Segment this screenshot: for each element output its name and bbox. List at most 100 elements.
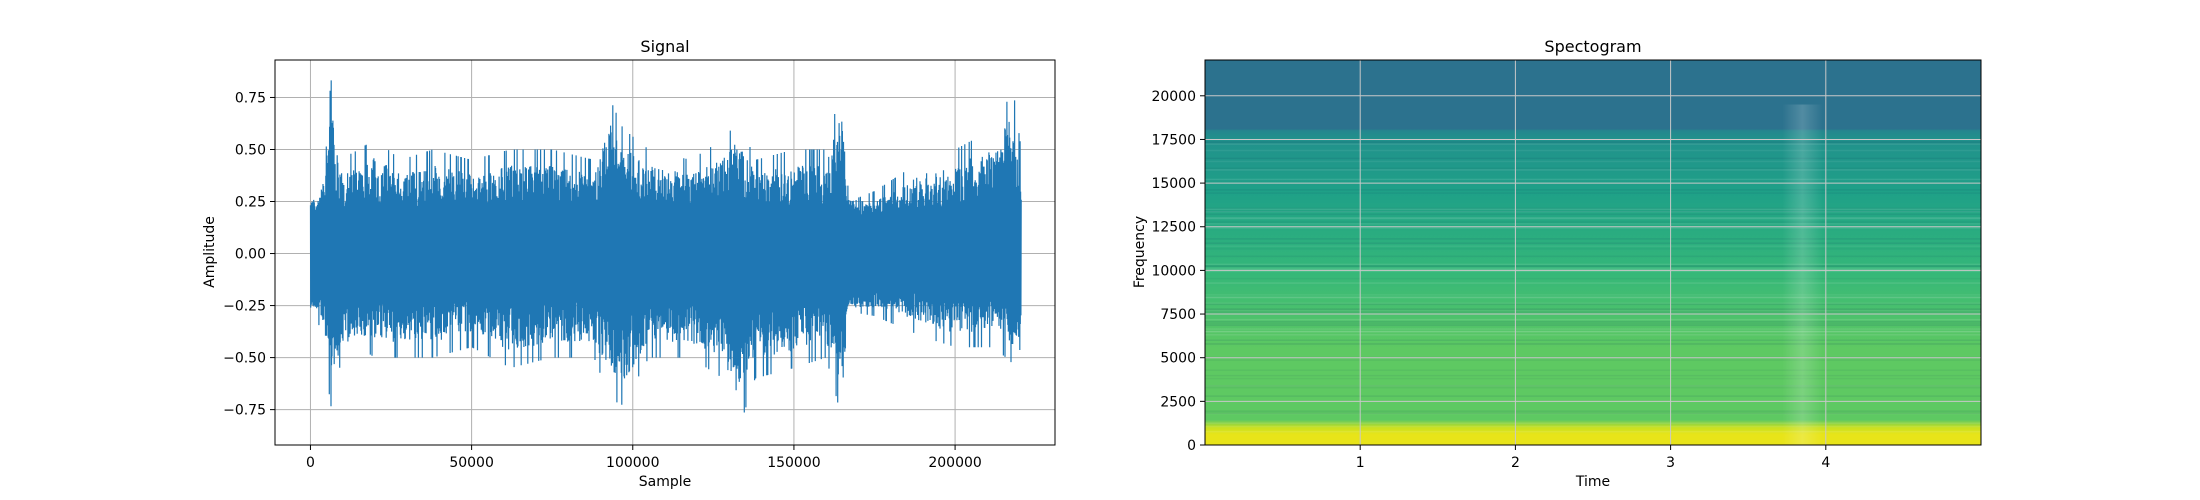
spectrogram-y-tick-label: 0	[1187, 438, 1196, 454]
spectrogram-streak	[1205, 296, 1981, 298]
spectrogram-streak	[1205, 374, 1981, 377]
spectrogram-streak	[1205, 178, 1981, 181]
spectrogram-streak	[1205, 385, 1981, 387]
spectrogram-streak	[1205, 141, 1981, 144]
signal-y-tick-label: 0.25	[235, 195, 266, 211]
signal-y-tick-label: 0.00	[235, 247, 266, 263]
signal-x-tick-label: 0	[306, 455, 315, 471]
spectrogram-texture	[1205, 104, 1981, 446]
spectrogram-plot-frame	[1204, 59, 1982, 446]
spectrogram-streak	[1205, 208, 1981, 210]
spectrogram-streak	[1205, 412, 1981, 414]
spectrogram-streak	[1205, 324, 1981, 327]
spectrogram-image	[1205, 60, 1981, 445]
spectrogram-y-tick-label: 12500	[1151, 220, 1196, 236]
signal-x-label: Sample	[639, 474, 692, 490]
spectrogram-streak	[1205, 238, 1981, 240]
spectrogram-streak	[1205, 296, 1981, 299]
spectrogram-streak	[1205, 412, 1981, 415]
spectrogram-chart: 1 2 3 4 0 2500 5000 7500 10000 12500 15000 17500 20…	[1132, 37, 1982, 490]
spectrogram-streak	[1205, 322, 1981, 325]
spectrogram-x-tick-label: 2	[1511, 455, 1520, 471]
signal-x-ticks: 0 50000 100000 150000 200000	[306, 445, 982, 471]
signal-y-ticks: 0.75 0.50 0.25 0.00 −0.25 −0.50 −0.75	[223, 90, 275, 419]
spectrogram-streak	[1205, 255, 1981, 258]
spectrogram-streak	[1205, 213, 1981, 216]
spectrogram-x-tick-label: 1	[1356, 455, 1365, 471]
spectrogram-streak	[1205, 169, 1981, 171]
spectrogram-x-tick-label: 4	[1821, 455, 1830, 471]
spectrogram-y-tick-label: 7500	[1160, 307, 1196, 323]
spectrogram-streak	[1205, 227, 1981, 229]
signal-chart: 0 50000 100000 150000 200000 0.75 0.50 0.25 0.0…	[202, 37, 1056, 490]
signal-y-tick-label: −0.25	[223, 299, 266, 315]
spectrogram-streak	[1205, 328, 1981, 330]
spectrogram-streak	[1205, 320, 1981, 323]
spectrogram-streak	[1205, 308, 1981, 310]
spectrogram-streak	[1205, 143, 1981, 145]
signal-title: Signal	[640, 37, 689, 56]
spectrogram-y-tick-label: 2500	[1160, 394, 1196, 410]
spectrogram-x-ticks: 1 2 3 4	[1356, 445, 1830, 471]
spectrogram-streak	[1205, 140, 1981, 143]
spectrogram-streak	[1205, 265, 1981, 268]
spectrogram-streak	[1205, 192, 1981, 194]
spectrogram-streak	[1205, 189, 1981, 191]
spectrogram-streak	[1205, 294, 1981, 296]
spectrogram-streak	[1205, 377, 1981, 380]
signal-plot-frame	[274, 59, 1056, 446]
spectrogram-streak	[1205, 157, 1981, 160]
spectrogram-streak	[1205, 387, 1981, 389]
spectrogram-streak	[1205, 248, 1981, 250]
spectrogram-y-tick-label: 5000	[1160, 351, 1196, 367]
spectrogram-y-tick-label: 15000	[1151, 176, 1196, 192]
spectrogram-streak	[1205, 263, 1981, 266]
spectrogram-streak	[1205, 303, 1981, 306]
spectrogram-streak	[1205, 343, 1981, 345]
spectrogram-streak	[1205, 216, 1981, 219]
spectrogram-streak	[1205, 223, 1981, 225]
signal-y-tick-label: −0.50	[223, 351, 266, 367]
spectrogram-y-tick-label: 20000	[1151, 89, 1196, 105]
spectrogram-streak	[1205, 385, 1981, 387]
spectrogram-streak	[1205, 277, 1981, 280]
spectrogram-streak	[1205, 330, 1981, 333]
signal-y-label: Amplitude	[202, 216, 218, 288]
spectrogram-y-tick-label: 10000	[1151, 263, 1196, 279]
spectrogram-streak	[1205, 210, 1981, 213]
spectrogram-streak	[1205, 267, 1981, 269]
spectrogram-streak	[1205, 311, 1981, 314]
spectrogram-streak	[1205, 160, 1981, 163]
spectrogram-streak	[1205, 217, 1981, 220]
spectrogram-streak	[1205, 265, 1981, 267]
signal-trace	[309, 80, 1022, 413]
spectrogram-streak	[1205, 318, 1981, 321]
spectrogram-streak	[1205, 339, 1981, 342]
spectrogram-streak	[1205, 149, 1981, 152]
spectrogram-streak	[1205, 207, 1981, 210]
signal-x-tick-label: 200000	[928, 455, 981, 471]
spectrogram-streak	[1205, 309, 1981, 312]
spectrogram-streak	[1205, 369, 1981, 371]
spectrogram-streak	[1205, 282, 1981, 284]
spectrogram-streak	[1205, 167, 1981, 170]
signal-waveform-line	[309, 80, 1022, 413]
spectrogram-streak	[1205, 422, 1981, 424]
signal-x-tick-label: 100000	[606, 455, 659, 471]
spectrogram-streak	[1205, 410, 1981, 412]
spectrogram-burst	[1782, 104, 1823, 446]
spectrogram-streak	[1205, 334, 1981, 336]
spectrogram-streak	[1205, 268, 1981, 271]
spectrogram-streak	[1205, 302, 1981, 304]
spectrogram-streak	[1205, 270, 1981, 273]
spectrogram-streak	[1205, 210, 1981, 213]
spectrogram-x-tick-label: 3	[1666, 455, 1675, 471]
signal-y-tick-label: −0.75	[223, 403, 266, 419]
spectrogram-y-label: Frequency	[1132, 216, 1148, 288]
spectrogram-streak	[1205, 308, 1981, 311]
spectrogram-streak	[1205, 310, 1981, 313]
spectrogram-streak	[1205, 342, 1981, 345]
spectrogram-x-label: Time	[1575, 474, 1610, 490]
spectrogram-streak	[1205, 221, 1981, 223]
